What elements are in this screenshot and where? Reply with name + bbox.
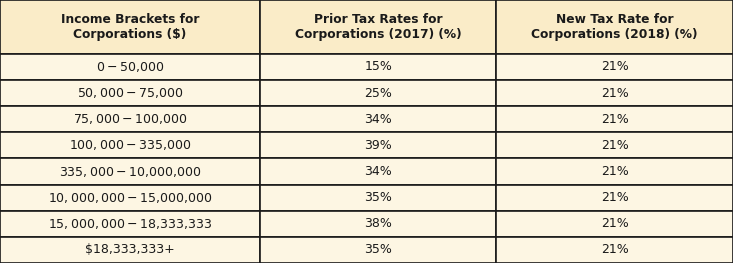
Text: 21%: 21% xyxy=(601,165,628,178)
Text: 21%: 21% xyxy=(601,139,628,152)
Text: 21%: 21% xyxy=(601,217,628,230)
Bar xyxy=(496,132,733,159)
Bar xyxy=(260,185,496,211)
Text: 21%: 21% xyxy=(601,87,628,100)
Text: 21%: 21% xyxy=(601,244,628,256)
Bar xyxy=(0,54,260,80)
Text: New Tax Rate for
Corporations (2018) (%): New Tax Rate for Corporations (2018) (%) xyxy=(531,13,698,41)
Text: $18,333,333+: $18,333,333+ xyxy=(85,244,175,256)
Text: Prior Tax Rates for
Corporations (2017) (%): Prior Tax Rates for Corporations (2017) … xyxy=(295,13,462,41)
Text: 34%: 34% xyxy=(364,165,392,178)
Text: 25%: 25% xyxy=(364,87,392,100)
Text: 21%: 21% xyxy=(601,60,628,73)
Text: 15%: 15% xyxy=(364,60,392,73)
Text: $10,000,000-$15,000,000: $10,000,000-$15,000,000 xyxy=(48,191,213,205)
Bar xyxy=(260,106,496,132)
Text: 21%: 21% xyxy=(601,113,628,126)
Bar xyxy=(260,54,496,80)
Text: $50,000-$75,000: $50,000-$75,000 xyxy=(77,86,183,100)
Bar xyxy=(496,159,733,185)
Text: $0-$50,000: $0-$50,000 xyxy=(96,60,164,74)
Bar xyxy=(496,54,733,80)
Bar xyxy=(0,132,260,159)
Bar xyxy=(260,211,496,237)
Bar xyxy=(0,0,260,54)
Bar xyxy=(260,237,496,263)
Bar xyxy=(496,0,733,54)
Bar xyxy=(260,159,496,185)
Bar xyxy=(496,211,733,237)
Text: 34%: 34% xyxy=(364,113,392,126)
Text: $335,000-$10,000,000: $335,000-$10,000,000 xyxy=(59,165,202,179)
Bar xyxy=(0,185,260,211)
Bar xyxy=(0,159,260,185)
Bar xyxy=(496,185,733,211)
Text: $100,000-$335,000: $100,000-$335,000 xyxy=(69,138,191,153)
Text: 21%: 21% xyxy=(601,191,628,204)
Text: Income Brackets for
Corporations ($): Income Brackets for Corporations ($) xyxy=(61,13,199,41)
Text: $75,000-$100,000: $75,000-$100,000 xyxy=(73,112,188,126)
Text: 38%: 38% xyxy=(364,217,392,230)
Bar xyxy=(496,237,733,263)
Text: 35%: 35% xyxy=(364,244,392,256)
Bar xyxy=(260,132,496,159)
Text: $15,000,000-$18,333,333: $15,000,000-$18,333,333 xyxy=(48,217,213,231)
Text: 35%: 35% xyxy=(364,191,392,204)
Bar xyxy=(496,106,733,132)
Bar xyxy=(0,237,260,263)
Bar xyxy=(496,80,733,106)
Bar xyxy=(260,80,496,106)
Bar xyxy=(0,106,260,132)
Bar xyxy=(0,211,260,237)
Bar xyxy=(0,80,260,106)
Text: 39%: 39% xyxy=(364,139,392,152)
Bar xyxy=(260,0,496,54)
